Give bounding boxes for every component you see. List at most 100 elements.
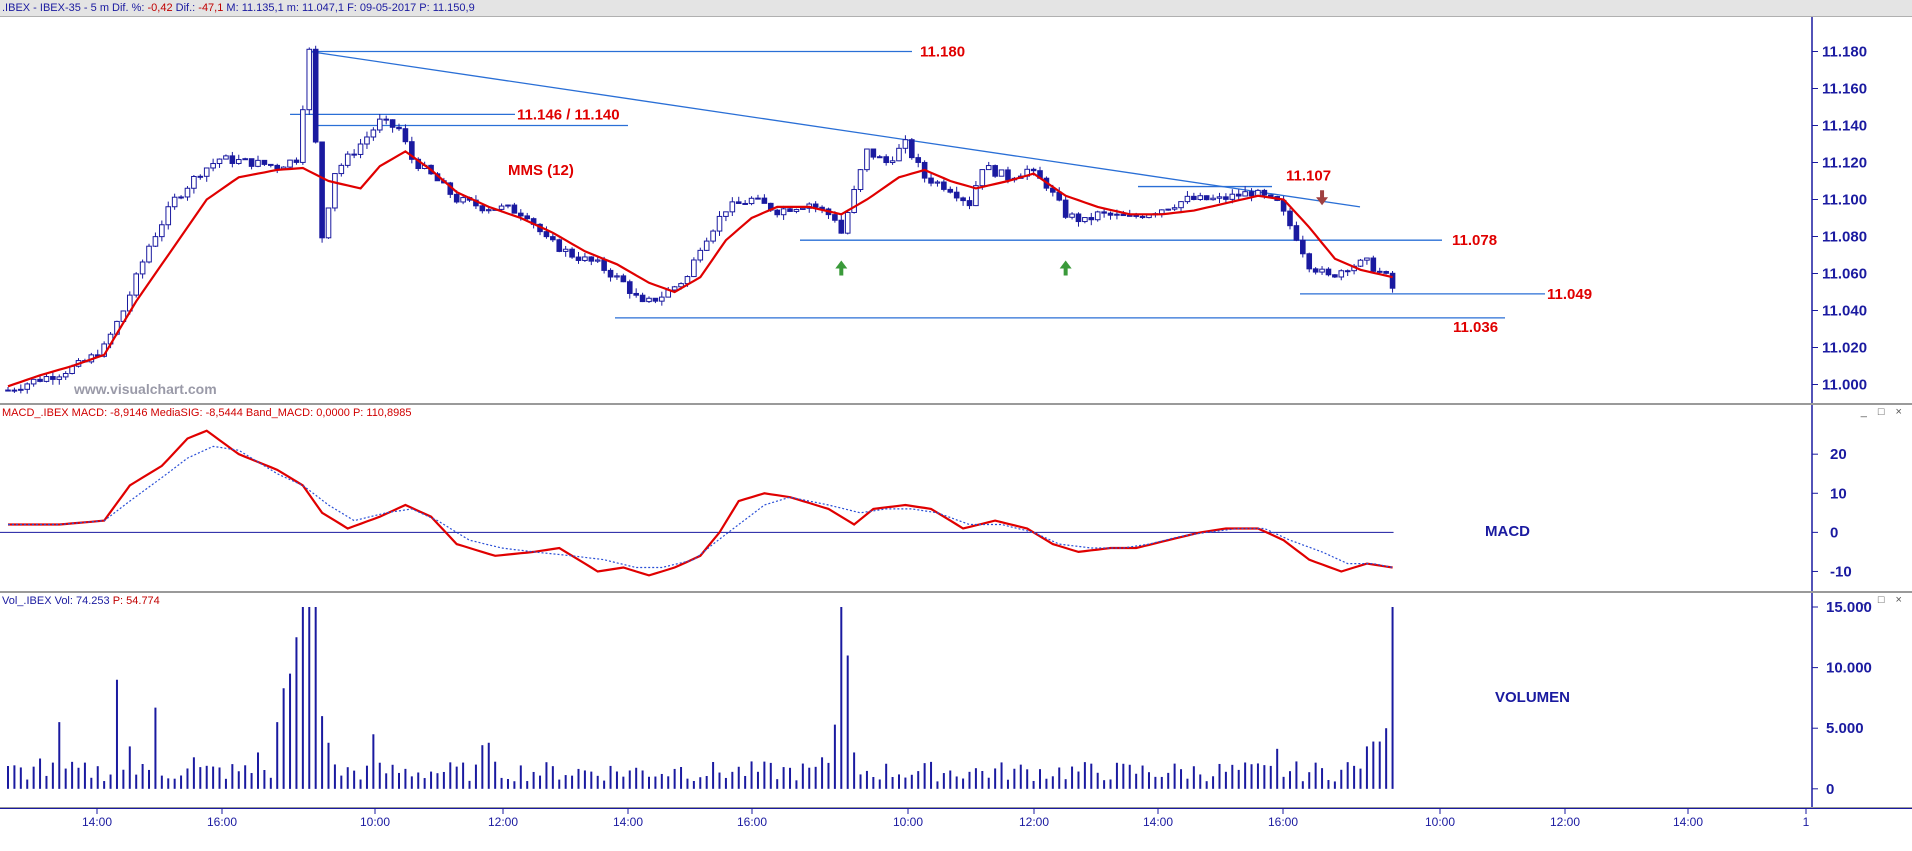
macd-line xyxy=(8,429,1393,577)
candle-body xyxy=(518,212,524,217)
candle-body xyxy=(357,143,364,155)
up-arrow-icon xyxy=(1059,260,1072,276)
macd-title: MACD xyxy=(1485,523,1530,540)
candle-body xyxy=(1094,211,1101,221)
candle-body xyxy=(56,376,63,380)
macd-tick-label: 20 xyxy=(1830,446,1847,463)
time-label: 16:00 xyxy=(1268,815,1298,829)
candle-body xyxy=(678,283,684,288)
macd-pane[interactable]: MACD_.IBEX MACD: -8,9146 MediaSIG: -8,54… xyxy=(0,405,1912,591)
candle-body xyxy=(543,231,550,238)
macd-tick-label: 0 xyxy=(1830,524,1838,541)
price-tick-label: 11.060 xyxy=(1822,266,1867,283)
candle-body xyxy=(723,211,729,217)
level-label: 11.180 xyxy=(920,44,965,61)
candle-body xyxy=(191,175,197,189)
candle-body xyxy=(1229,193,1236,200)
price-tick-label: 11.140 xyxy=(1822,118,1867,135)
candle-body xyxy=(1126,214,1133,217)
volume-chart: 15.000 10.000 5.000 0 VOLUMEN xyxy=(7,593,1872,807)
candle-body xyxy=(1287,210,1293,227)
candle-body xyxy=(389,119,396,128)
candle-body xyxy=(800,207,806,210)
candle-body xyxy=(876,156,883,159)
candle-body xyxy=(396,126,402,130)
candle-body xyxy=(889,160,896,164)
level-label: 11.107 xyxy=(1286,168,1331,185)
time-axis-divider xyxy=(0,807,1912,808)
candle-body xyxy=(383,118,389,121)
candle-body xyxy=(1319,268,1325,273)
candle-body xyxy=(883,156,889,164)
candle-body xyxy=(588,256,595,262)
up-arrow-icon xyxy=(835,260,848,276)
candle-body xyxy=(1389,272,1396,289)
candle-body xyxy=(979,169,986,187)
volume-window-buttons[interactable]: _ □ × xyxy=(1860,594,1906,606)
candle-body xyxy=(1370,257,1377,272)
time-label: 12:00 xyxy=(1019,815,1049,829)
candle-body xyxy=(37,378,43,382)
candle-body xyxy=(479,205,486,212)
level-label: 11.146 / 11.140 xyxy=(517,106,620,123)
candle-body xyxy=(30,378,37,385)
time-label: 14:00 xyxy=(1143,815,1173,829)
macd-tick-label: -10 xyxy=(1830,563,1852,580)
time-label: 16:00 xyxy=(207,815,237,829)
candle-body xyxy=(146,245,152,263)
signal-line xyxy=(8,445,1393,569)
candle-body xyxy=(306,48,313,111)
price-tick-label: 11.160 xyxy=(1822,81,1867,98)
candle-body xyxy=(710,230,716,242)
volume-tick-label: 15.000 xyxy=(1826,599,1872,616)
candle-body xyxy=(1005,169,1011,181)
candle-body xyxy=(742,202,748,205)
candle-body xyxy=(607,269,614,278)
time-label: 1 xyxy=(1803,815,1810,829)
candle-body xyxy=(197,175,204,178)
candle-body xyxy=(223,155,229,160)
candle-body xyxy=(1133,214,1139,217)
candle-body xyxy=(1267,194,1274,198)
time-label: 14:00 xyxy=(613,815,643,829)
candle-body xyxy=(550,236,556,241)
time-label: 12:00 xyxy=(488,815,518,829)
candle-body xyxy=(203,167,210,177)
candle-body xyxy=(1248,191,1255,197)
price-header: .IBEX - IBEX-35 - 5 m Dif. %: -0,42 Dif.… xyxy=(2,2,475,14)
macd-window-buttons[interactable]: _ □ × xyxy=(1860,406,1906,418)
candle-body xyxy=(1325,268,1332,276)
volume-p-value: P: 54.774 xyxy=(112,595,160,607)
macd-chart: 20 10 0 -10 MACD xyxy=(0,405,1852,591)
price-pane[interactable]: 11.000 11.020 11.040 11.060 11.080 11.100 11.1… xyxy=(0,17,1912,403)
candle-body xyxy=(691,259,697,278)
candle-body xyxy=(1242,191,1248,197)
time-label: 14:00 xyxy=(1673,815,1703,829)
price-tick-label: 11.180 xyxy=(1822,44,1867,61)
volume-value: Vol_.IBEX Vol: 74.253 xyxy=(2,595,110,607)
candle-body xyxy=(242,158,248,161)
candle-body xyxy=(409,141,415,160)
candle-body xyxy=(716,215,723,232)
candle-body xyxy=(857,169,864,191)
candle-body xyxy=(1357,259,1364,267)
candle-body xyxy=(1376,270,1383,273)
dif-pct-value: -0,42 xyxy=(147,2,173,14)
candle-body xyxy=(780,208,787,216)
candle-body xyxy=(184,187,191,198)
candle-body xyxy=(1139,215,1146,219)
candle-body xyxy=(793,208,800,212)
price-chart: 11.000 11.020 11.040 11.060 11.080 11.100 11.1… xyxy=(5,17,1867,403)
candle-body xyxy=(1344,270,1351,273)
candle-body xyxy=(498,205,505,210)
pane-divider[interactable] xyxy=(0,403,1912,405)
candle-body xyxy=(1300,239,1306,255)
time-label: 10:00 xyxy=(1425,815,1455,829)
candle-body xyxy=(139,261,146,275)
candle-body xyxy=(896,147,902,162)
candle-body xyxy=(312,48,319,143)
candle-body xyxy=(1197,195,1204,200)
pane-divider[interactable] xyxy=(0,591,1912,593)
candle-body xyxy=(985,165,992,171)
volume-pane[interactable]: Vol_.IBEX Vol: 74.253 P: 54.774 _ □ × 15… xyxy=(0,593,1912,807)
